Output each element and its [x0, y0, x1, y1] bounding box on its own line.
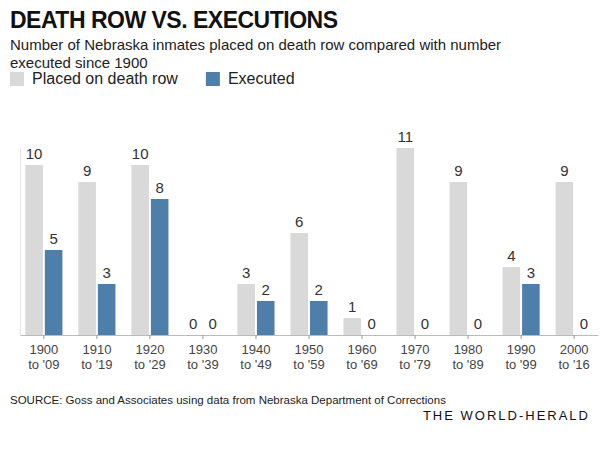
bar: [98, 284, 116, 335]
x-tick-label: 1920to '29: [134, 342, 165, 372]
x-tick: 1930to '39: [187, 335, 218, 372]
x-tick-mark: [43, 335, 44, 339]
data-labels: 1091003611194953802200030: [26, 128, 588, 332]
data-label: 10: [132, 145, 149, 162]
bar: [522, 284, 540, 335]
data-label: 1: [348, 298, 356, 315]
data-label: 3: [242, 264, 250, 281]
bar-series: [45, 199, 540, 335]
x-tick-mark: [362, 335, 363, 339]
x-tick-mark: [415, 335, 416, 339]
x-tick-mark: [309, 335, 310, 339]
data-label: 9: [560, 162, 568, 179]
bar: [363, 335, 381, 336]
x-tick: 1980to '89: [452, 335, 483, 372]
x-tick: 1900to '09: [28, 335, 59, 372]
title: DEATH ROW VS. EXECUTIONS: [10, 7, 338, 33]
legend-item: Executed: [206, 70, 295, 87]
data-label: 6: [295, 213, 303, 230]
x-tick: 1950to '59: [293, 335, 324, 372]
bar: [45, 250, 63, 335]
bar: [257, 301, 275, 335]
x-tick-label: 1960to '69: [346, 342, 377, 372]
x-tick-label: 1990to '99: [505, 342, 536, 372]
data-label: 3: [527, 264, 535, 281]
bar: [416, 335, 434, 336]
subtitle: Number of Nebraska inmates placed on dea…: [10, 36, 501, 71]
data-label: 0: [209, 315, 217, 332]
bar: [25, 165, 43, 335]
chart: DEATH ROW VS. EXECUTIONS Number of Nebras…: [0, 0, 600, 450]
source: SOURCE: Goss and Associates using data f…: [10, 394, 446, 406]
bar: [131, 165, 149, 335]
bar: [556, 182, 574, 335]
x-tick-label: 1980to '89: [452, 342, 483, 372]
bar: [290, 233, 308, 335]
legend-swatch: [10, 72, 24, 86]
x-tick-label: 1930to '39: [187, 342, 218, 372]
x-tick-label: 1970to '79: [399, 342, 430, 372]
bar: [503, 267, 521, 335]
x-tick: 1990to '99: [505, 335, 536, 372]
bar: [396, 148, 414, 335]
x-tick-mark: [255, 335, 256, 339]
x-tick-label: 1950to '59: [293, 342, 324, 372]
x-tick: 1920to '29: [134, 335, 165, 372]
x-tick-label: 1900to '09: [28, 342, 59, 372]
legend-item: Placed on death row: [10, 70, 178, 87]
data-label: 0: [189, 315, 197, 332]
x-tick-mark: [149, 335, 150, 339]
bar: [343, 318, 361, 335]
data-label: 8: [156, 179, 164, 196]
x-tick: 2000to '16: [558, 335, 589, 372]
x-axis: 1900to '09 1910to '19 1920to '29 1930to '39…: [21, 335, 599, 372]
data-label: 3: [102, 264, 110, 281]
x-tick: 1970to '79: [399, 335, 430, 372]
bar-series: [25, 148, 573, 335]
data-label: 9: [454, 162, 462, 179]
credit: THE WORLD-HERALD: [423, 408, 590, 423]
data-label: 0: [474, 315, 482, 332]
bar: [151, 199, 169, 335]
data-label: 0: [368, 315, 376, 332]
bar: [237, 284, 255, 335]
x-tick-mark: [468, 335, 469, 339]
x-tick-mark: [96, 335, 97, 339]
data-label: 5: [49, 230, 57, 247]
bar: [469, 335, 487, 336]
y-axis: [20, 149, 21, 336]
bar: [78, 182, 96, 335]
x-tick: 1940to '49: [240, 335, 271, 372]
x-tick-label: 1910to '19: [81, 342, 112, 372]
x-tick-mark: [574, 335, 575, 339]
data-label: 2: [262, 281, 270, 298]
bars: [25, 148, 573, 335]
data-label: 10: [26, 145, 43, 162]
y-axis-line: [20, 149, 21, 336]
data-label: 0: [580, 315, 588, 332]
legend: Placed on death row Executed: [10, 70, 295, 87]
legend-label: Executed: [228, 70, 295, 87]
x-tick-mark: [202, 335, 203, 339]
x-tick-mark: [521, 335, 522, 339]
x-tick: 1960to '69: [346, 335, 377, 372]
data-label: 0: [421, 315, 429, 332]
data-label: 11: [397, 128, 413, 145]
x-tick-label: 1940to '49: [240, 342, 271, 372]
data-label: 2: [315, 281, 323, 298]
bar: [310, 301, 328, 335]
bar: [204, 335, 222, 336]
x-tick-label: 2000to '16: [558, 342, 589, 372]
legend-swatch: [206, 72, 220, 86]
x-tick: 1910to '19: [81, 335, 112, 372]
data-label: 4: [507, 247, 515, 264]
bar: [450, 182, 468, 335]
data-label: 9: [83, 162, 91, 179]
legend-label: Placed on death row: [32, 70, 178, 87]
bar: [184, 335, 202, 336]
bar: [575, 335, 593, 336]
